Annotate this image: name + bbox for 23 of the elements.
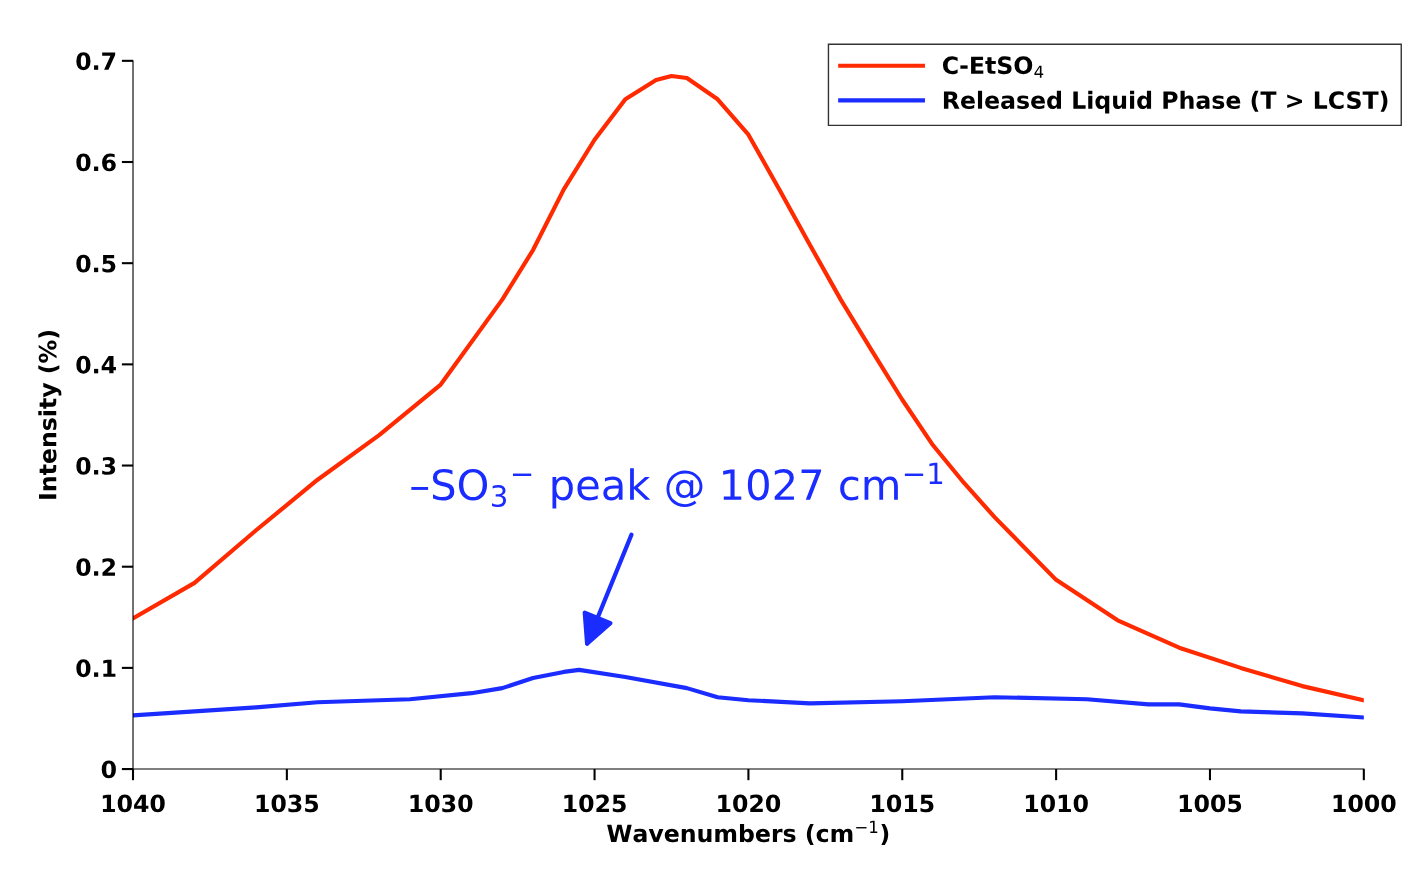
y-tick-label: 0.7: [76, 52, 116, 71]
y-tick-label: 0.2: [76, 558, 115, 577]
legend-label: Released Liquid Phase (T > LCST): [943, 90, 1388, 114]
y-tick-label: 0.3: [76, 456, 116, 475]
y-axis-title: Intensity (%): [38, 330, 62, 499]
x-tick-label: 1000: [1333, 794, 1396, 813]
line-series: [133, 667, 1364, 720]
annotation: –SO$_{3}$$^{−}$ peak @ 1027 cm$^{−1}$: [411, 462, 943, 509]
y-tick-label: 0.4: [76, 355, 116, 374]
y-tick-label: 0.6: [76, 153, 116, 172]
legend-label: C-EtSO$_{4}$: [942, 56, 1044, 78]
x-tick-label: 1040: [102, 794, 165, 813]
x-tick-label: 1015: [872, 794, 934, 813]
x-tick-label: 1020: [718, 794, 781, 813]
x-tick-label: 1025: [564, 794, 626, 813]
y-tick-label: 0: [101, 760, 116, 779]
x-tick-label: 1035: [256, 794, 319, 813]
x-tick-label: 1030: [410, 794, 473, 813]
y-tick-label: 0.1: [76, 659, 116, 678]
x-tick-label: 1005: [1179, 794, 1242, 813]
y-tick-label: 0.5: [76, 254, 116, 273]
x-tick-label: 1010: [1025, 794, 1088, 813]
x-axis-title: Wavenumbers (cm$^{−1}$): [607, 820, 889, 846]
